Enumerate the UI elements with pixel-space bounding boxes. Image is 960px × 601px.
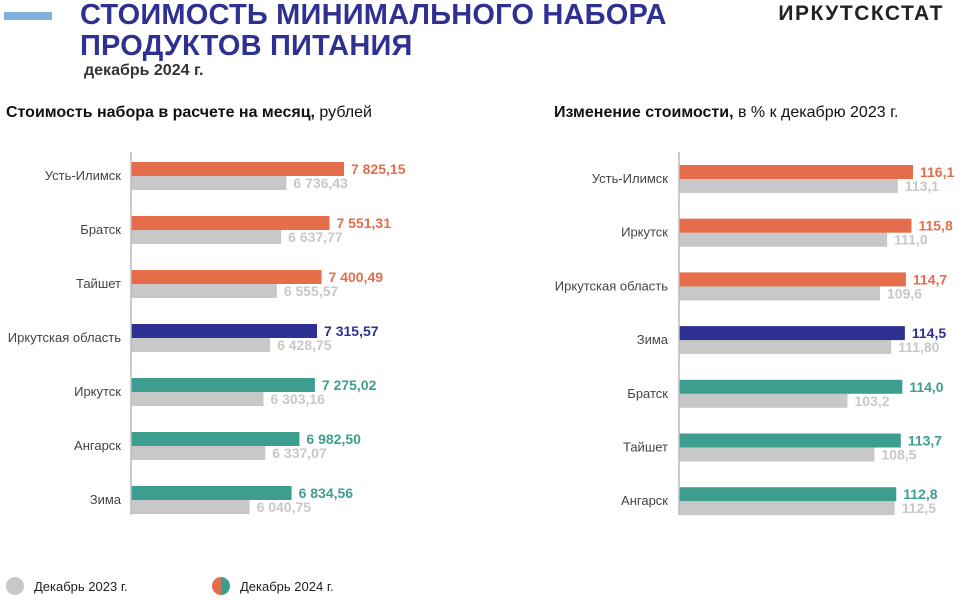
right-value-label-2024-6: 112,8 bbox=[903, 486, 937, 502]
left-value-label-2023-5: 6 337,07 bbox=[272, 445, 327, 461]
title-accent-bar bbox=[4, 12, 52, 20]
left-value-label-2023-6: 6 040,75 bbox=[257, 499, 312, 515]
left-category-label-0: Усть-Илимск bbox=[45, 168, 122, 183]
left-bar-2023-1 bbox=[131, 230, 282, 244]
left-value-label-2024-3: 7 315,57 bbox=[324, 323, 379, 339]
right-value-label-2024-1: 115,8 bbox=[918, 218, 952, 234]
right-category-label-2: Иркутская область bbox=[555, 278, 668, 293]
right-bar-2023-4 bbox=[679, 393, 848, 408]
right-value-label-2023-5: 108,5 bbox=[881, 447, 916, 463]
right-value-label-2024-2: 114,7 bbox=[913, 271, 947, 287]
right-chart-title: Изменение стоимости, в % к декабрю 2023 … bbox=[554, 104, 898, 122]
left-bar-2023-5 bbox=[131, 446, 266, 460]
right-bar-2023-6 bbox=[679, 501, 895, 516]
right-value-label-2023-2: 109,6 bbox=[887, 285, 922, 301]
left-bar-2024-2 bbox=[131, 270, 322, 284]
legend-item-2023: Декабрь 2023 г. bbox=[6, 577, 128, 595]
right-category-label-4: Братск bbox=[627, 386, 668, 401]
left-bar-2024-6 bbox=[131, 486, 292, 500]
right-bar-2023-1 bbox=[679, 232, 888, 247]
page-subtitle: декабрь 2024 г. bbox=[84, 62, 204, 79]
left-value-label-2023-4: 6 303,16 bbox=[270, 391, 325, 407]
left-value-label-2024-0: 7 825,15 bbox=[351, 161, 406, 177]
right-value-label-2023-1: 111,0 bbox=[894, 232, 928, 248]
left-chart-title-bold: Стоимость набора в расчете на месяц, bbox=[6, 104, 315, 121]
right-bar-2024-1 bbox=[679, 218, 912, 233]
right-value-label-2023-4: 103,2 bbox=[855, 393, 890, 409]
right-category-label-1: Иркутск bbox=[621, 225, 668, 240]
left-bar-2023-6 bbox=[131, 500, 250, 514]
left-category-label-5: Ангарск bbox=[74, 438, 121, 453]
left-category-label-6: Зима bbox=[90, 492, 122, 507]
brand-logo-text: ИРКУТСКСТАТ bbox=[778, 2, 944, 25]
page-title-line-2: ПРОДУКТОВ ПИТАНИЯ bbox=[80, 30, 413, 62]
left-value-label-2023-0: 6 736,43 bbox=[293, 175, 348, 191]
left-value-label-2024-6: 6 834,56 bbox=[299, 485, 354, 501]
left-bar-2023-2 bbox=[131, 284, 277, 298]
right-category-label-6: Ангарск bbox=[621, 493, 668, 508]
right-bar-2023-2 bbox=[679, 286, 881, 301]
left-bar-2024-4 bbox=[131, 378, 315, 392]
right-category-label-0: Усть-Илимск bbox=[592, 171, 669, 186]
page-title: СТОИМОСТЬ МИНИМАЛЬНОГО НАБОРА ПРОДУКТОВ … bbox=[80, 0, 667, 62]
right-bar-2023-0 bbox=[679, 179, 898, 193]
legend-label-2024: Декабрь 2024 г. bbox=[240, 578, 334, 594]
left-category-label-2: Тайшет bbox=[76, 276, 121, 291]
right-value-label-2024-4: 114,0 bbox=[909, 379, 943, 395]
left-category-label-1: Братск bbox=[80, 222, 121, 237]
left-value-label-2024-1: 7 551,31 bbox=[337, 215, 392, 231]
legend-swatch-2023 bbox=[6, 577, 24, 595]
right-bar-2023-3 bbox=[679, 340, 892, 355]
page-title-line-1: СТОИМОСТЬ МИНИМАЛЬНОГО НАБОРА bbox=[80, 0, 667, 31]
left-chart-title-rest: рублей bbox=[314, 104, 372, 121]
left-value-label-2024-5: 6 982,50 bbox=[306, 431, 361, 447]
right-value-label-2023-0: 113,1 bbox=[905, 178, 939, 194]
legend-item-2024: Декабрь 2024 г. bbox=[212, 577, 334, 595]
right-value-label-2023-3: 111,80 bbox=[898, 339, 939, 355]
right-category-label-5: Тайшет bbox=[623, 440, 668, 455]
right-bar-2024-5 bbox=[679, 433, 901, 448]
right-value-label-2024-5: 113,7 bbox=[908, 433, 942, 449]
left-category-label-4: Иркутск bbox=[74, 384, 121, 399]
right-value-label-2023-6: 112,5 bbox=[902, 500, 936, 516]
legend-label-2023: Декабрь 2023 г. bbox=[34, 578, 128, 594]
right-bar-2024-0 bbox=[679, 165, 913, 179]
left-value-label-2024-4: 7 275,02 bbox=[322, 377, 377, 393]
right-value-label-2024-0: 116,1 bbox=[920, 164, 954, 180]
left-chart-title: Стоимость набора в расчете на месяц, руб… bbox=[6, 104, 372, 122]
right-bar-2024-3 bbox=[679, 326, 905, 341]
left-bar-2024-3 bbox=[131, 324, 318, 338]
left-bar-2024-1 bbox=[131, 216, 330, 230]
right-bar-2024-4 bbox=[679, 379, 903, 394]
right-bar-2023-5 bbox=[679, 447, 875, 462]
left-category-label-3: Иркутская область bbox=[8, 330, 121, 345]
legend-swatch-2024 bbox=[212, 577, 230, 595]
left-bar-2024-5 bbox=[131, 432, 300, 446]
right-bar-2024-2 bbox=[679, 272, 906, 287]
left-value-label-2024-2: 7 400,49 bbox=[329, 269, 384, 285]
right-chart-title-rest: в % к декабрю 2023 г. bbox=[733, 104, 899, 121]
left-bar-2024-0 bbox=[131, 162, 344, 176]
left-bar-2023-3 bbox=[131, 338, 271, 352]
left-value-label-2023-2: 6 555,57 bbox=[284, 283, 339, 299]
right-value-label-2024-3: 114,5 bbox=[912, 325, 946, 341]
left-bar-2023-4 bbox=[131, 392, 264, 406]
right-bar-2024-6 bbox=[679, 487, 897, 502]
left-value-label-2023-3: 6 428,75 bbox=[277, 337, 332, 353]
right-chart-title-bold: Изменение стоимости, bbox=[554, 104, 734, 121]
left-value-label-2023-1: 6 637,77 bbox=[288, 229, 343, 245]
right-category-label-3: Зима bbox=[637, 332, 669, 347]
left-bar-2023-0 bbox=[131, 176, 287, 190]
